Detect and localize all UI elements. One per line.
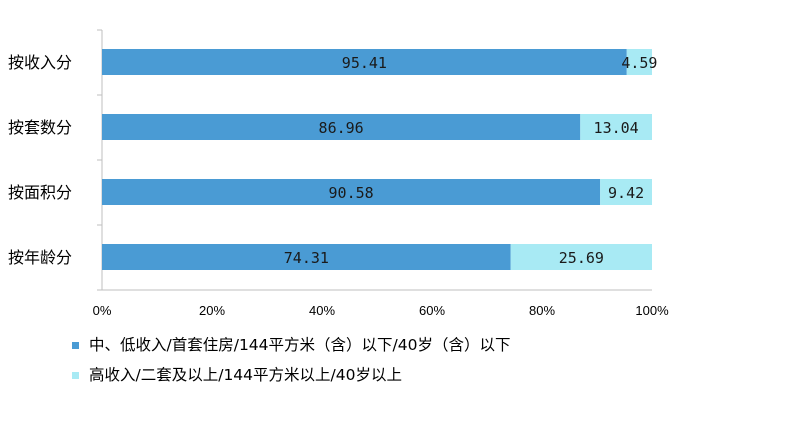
data-label: 25.69 xyxy=(559,249,604,267)
bar-segment-secondary xyxy=(580,114,652,140)
bar-segment-primary xyxy=(102,114,581,140)
data-label: 86.96 xyxy=(319,119,364,137)
x-tick-label: 0% xyxy=(93,303,112,318)
chart-legend: 中、低收入/首套住房/144平方米（含）以下/40岁（含）以下高收入/二套及以上… xyxy=(72,336,510,384)
x-tick-label: 40% xyxy=(309,303,335,318)
bar-segment-primary xyxy=(102,179,601,205)
data-label: 74.31 xyxy=(284,249,329,267)
legend-label: 中、低收入/首套住房/144平方米（含）以下/40岁（含）以下 xyxy=(89,336,510,354)
data-label: 95.41 xyxy=(342,54,387,72)
legend-swatch xyxy=(72,342,79,349)
data-label: 90.58 xyxy=(329,184,374,202)
bar-segment-primary xyxy=(102,244,511,270)
x-tick-label: 80% xyxy=(529,303,555,318)
chart-labels: 95.41 4.59 86.96 13.04 90.58 9.42 74.31 25.69 xyxy=(284,54,658,267)
data-label: 4.59 xyxy=(621,54,657,72)
bar-segment-secondary xyxy=(626,49,652,75)
legend-label: 高收入/二套及以上/144平方米以上/40岁以上 xyxy=(89,366,402,384)
category-label: 按年龄分 xyxy=(8,248,72,267)
data-label: 9.42 xyxy=(608,184,644,202)
bar-segment-secondary xyxy=(510,244,652,270)
category-label: 按套数分 xyxy=(8,118,72,137)
legend-swatch xyxy=(72,372,79,379)
chart-bars xyxy=(102,49,652,270)
bar-segment-secondary xyxy=(600,179,652,205)
category-label: 按收入分 xyxy=(8,53,72,72)
data-label: 13.04 xyxy=(594,119,639,137)
x-tick-label: 60% xyxy=(419,303,445,318)
category-label: 按面积分 xyxy=(8,183,72,202)
bar-segment-primary xyxy=(102,49,627,75)
x-tick-label: 20% xyxy=(199,303,225,318)
x-tick-label: 100% xyxy=(635,303,669,318)
